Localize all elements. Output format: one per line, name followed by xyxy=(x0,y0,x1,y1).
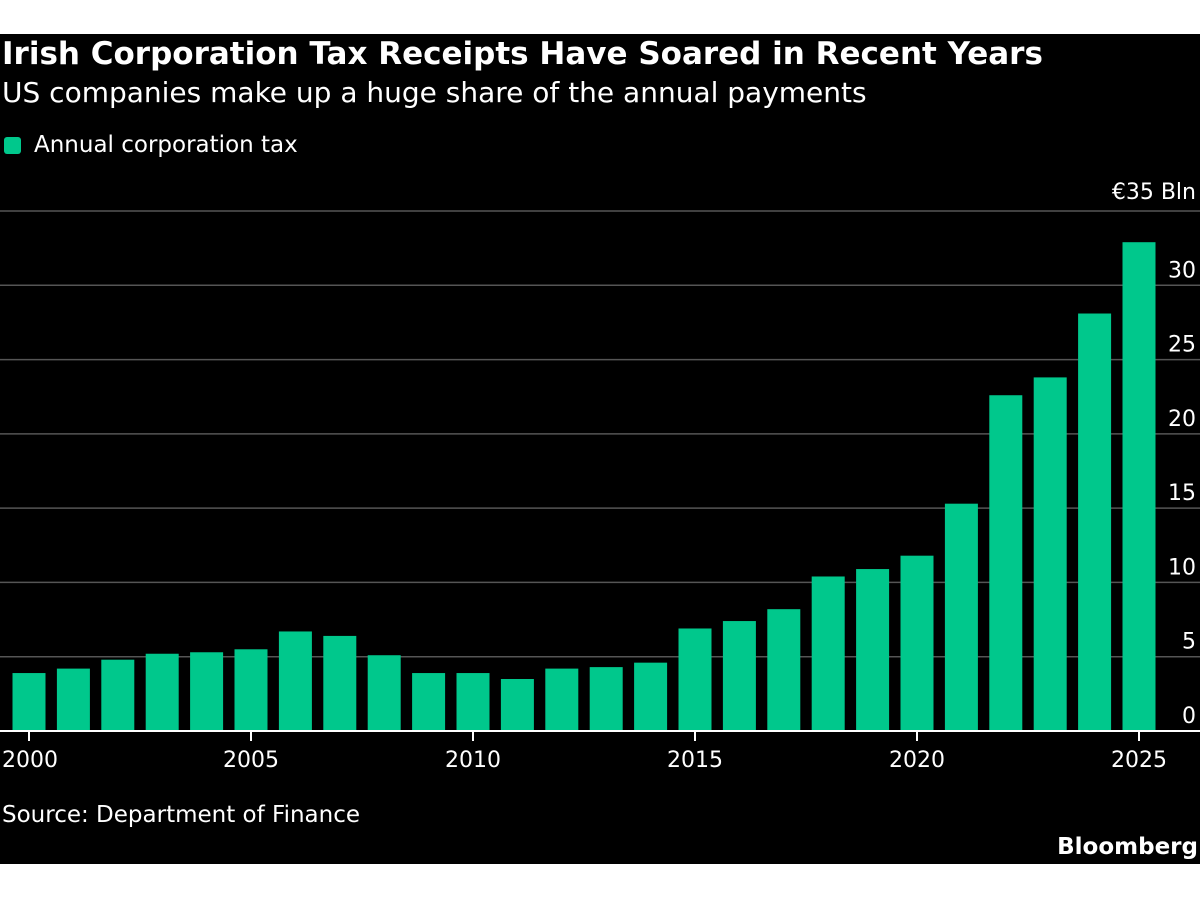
y-tick-label: 5 xyxy=(1182,630,1196,655)
bar-2006 xyxy=(278,631,312,731)
bar-2007 xyxy=(323,635,357,731)
bar-2010 xyxy=(456,673,490,731)
bar-2012 xyxy=(545,668,579,731)
y-tick-label: 20 xyxy=(1168,407,1196,432)
y-tick-label: 25 xyxy=(1168,333,1196,358)
y-tick-label: 10 xyxy=(1168,555,1196,580)
source-note: Source: Department of Finance xyxy=(2,802,361,828)
bar-2009 xyxy=(412,673,446,731)
bar-2025 xyxy=(1122,242,1156,731)
bar-2015 xyxy=(678,628,712,731)
bar-2017 xyxy=(767,609,801,731)
y-tick-label: 15 xyxy=(1168,481,1196,506)
chart-frame: Irish Corporation Tax Receipts Have Soar… xyxy=(0,34,1200,864)
bar-2011 xyxy=(500,679,534,731)
bar-2013 xyxy=(589,667,623,731)
legend: Annual corporation tax xyxy=(4,132,298,158)
legend-label: Annual corporation tax xyxy=(34,132,298,158)
bar-2023 xyxy=(1033,377,1067,731)
bar-2014 xyxy=(634,662,668,731)
bar-2000 xyxy=(12,673,46,731)
x-tick-label: 2005 xyxy=(223,748,279,773)
bar-2020 xyxy=(900,555,934,731)
x-tick-label: 2025 xyxy=(1111,748,1167,773)
bar-2008 xyxy=(367,655,401,731)
y-tick-label: 30 xyxy=(1168,258,1196,283)
legend-swatch xyxy=(4,136,21,154)
bar-2016 xyxy=(722,621,756,731)
bar-2002 xyxy=(101,659,135,731)
bar-2001 xyxy=(56,668,90,731)
bar-2005 xyxy=(234,649,268,731)
bar-2018 xyxy=(811,576,845,731)
bar-2003 xyxy=(145,653,179,731)
bar-2019 xyxy=(856,569,890,731)
brand-logo: Bloomberg xyxy=(1057,834,1198,860)
chart-title: Irish Corporation Tax Receipts Have Soar… xyxy=(2,36,1043,72)
bar-2021 xyxy=(944,503,978,731)
x-tick-label: 2000 xyxy=(2,748,58,773)
x-tick-label: 2010 xyxy=(445,748,501,773)
y-tick-label: €35 Bln xyxy=(1112,180,1196,205)
bar-2024 xyxy=(1078,313,1112,731)
y-tick-label: 0 xyxy=(1182,704,1196,729)
bar-2022 xyxy=(989,395,1023,731)
x-tick-label: 2015 xyxy=(667,748,723,773)
bar-2004 xyxy=(190,652,224,731)
chart-subtitle: US companies make up a huge share of the… xyxy=(2,76,867,109)
x-tick-label: 2020 xyxy=(889,748,945,773)
